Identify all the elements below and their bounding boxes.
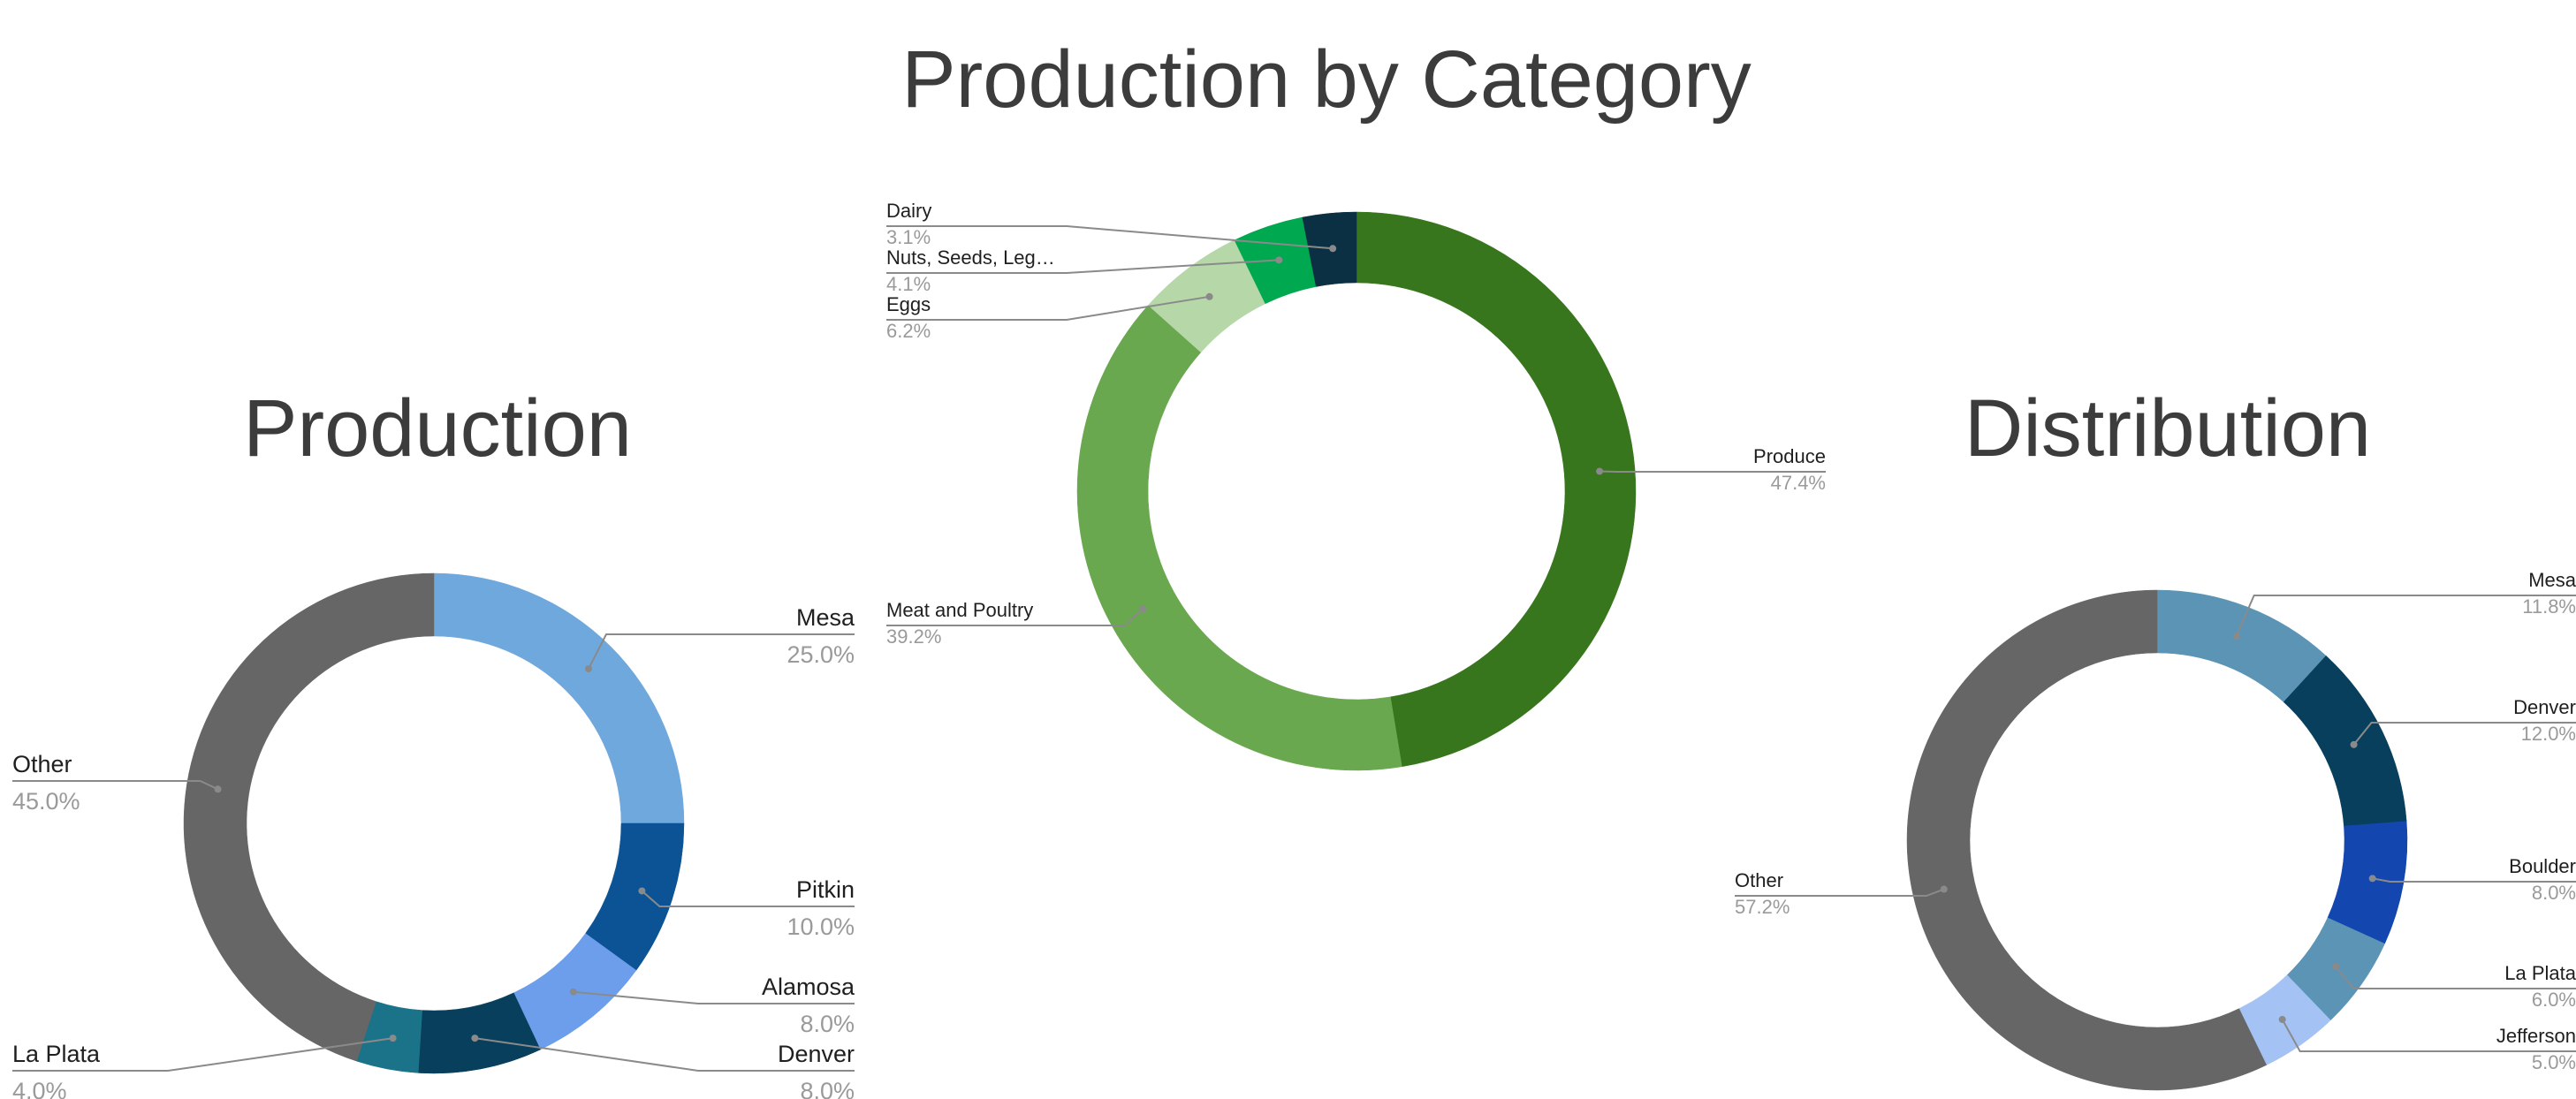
production-alamosa-leader-dot [569, 988, 577, 996]
category-nuts-seeds-leg-label: Nuts, Seeds, Leg… [886, 246, 1055, 269]
distribution-la-plata-leader-line [2335, 966, 2576, 989]
production-other-leader-dot [214, 785, 222, 793]
distribution-jefferson-percent-label: 5.0% [2532, 1051, 2576, 1073]
production-pitkin-leader-dot [638, 887, 646, 895]
category-nuts-seeds-leg-leader-dot [1275, 256, 1283, 264]
production-la-plata-leader-line [12, 1037, 393, 1072]
distribution-boulder-leader-line [2372, 877, 2576, 883]
distribution-denver-label: Denver [2513, 696, 2576, 718]
production-mesa-label: Mesa [796, 604, 855, 631]
distribution-chart-title: Distribution [1964, 383, 2372, 474]
distribution-mesa-leader-dot [2232, 633, 2240, 640]
distribution-mesa-label: Mesa [2528, 569, 2576, 591]
production-alamosa-label: Alamosa [762, 974, 855, 1000]
distribution-slice-other[interactable] [1906, 589, 2268, 1091]
production-la-plata-label: La Plata [12, 1041, 101, 1067]
production-denver-leader-dot [471, 1035, 479, 1042]
distribution-other-percent-label: 57.2% [1735, 896, 1790, 918]
production-mesa-percent-label: 25.0% [786, 641, 855, 668]
category-meat-and-poultry-leader-line [886, 608, 1144, 626]
distribution-denver-percent-label: 12.0% [2521, 723, 2576, 745]
category-nuts-seeds-leg-leader-line [886, 259, 1280, 274]
category-dairy-label: Dairy [886, 200, 931, 222]
distribution-mesa-percent-label: 11.8% [2522, 595, 2576, 618]
distribution-jefferson-leader-line [2281, 1019, 2576, 1052]
distribution-la-plata-percent-label: 6.0% [2532, 989, 2576, 1011]
production-pitkin-label: Pitkin [796, 876, 855, 903]
distribution-jefferson-leader-dot [2278, 1015, 2286, 1023]
category-meat-and-poultry-label: Meat and Poultry [886, 599, 1033, 621]
production-chart-title: Production [243, 383, 632, 474]
category-eggs-leader-dot [1205, 292, 1213, 300]
distribution-jefferson-label: Jefferson [2496, 1025, 2576, 1047]
category-dairy-leader-line [886, 225, 1334, 250]
production-other-percent-label: 45.0% [12, 788, 80, 815]
production-denver-percent-label: 8.0% [800, 1078, 855, 1099]
category-eggs-percent-label: 6.2% [886, 320, 931, 342]
production-la-plata-leader-dot [389, 1035, 397, 1042]
distribution-boulder-leader-dot [2368, 875, 2376, 883]
distribution-boulder-percent-label: 8.0% [2532, 882, 2576, 904]
production-denver-label: Denver [778, 1041, 855, 1067]
distribution-other-leader-dot [1940, 885, 1948, 893]
distribution-other-leader-line [1735, 888, 1945, 897]
category-meat-and-poultry-leader-dot [1139, 604, 1147, 612]
category-slice-meat-and-poultry[interactable] [1076, 305, 1402, 771]
production-other-leader-line [12, 780, 218, 791]
production-la-plata-percent-label: 4.0% [12, 1078, 67, 1099]
production-slice-other[interactable] [183, 572, 435, 1062]
production-mesa-leader-dot [585, 664, 593, 672]
distribution-denver-leader-dot [2350, 740, 2358, 748]
category-nuts-seeds-leg-percent-label: 4.1% [886, 273, 931, 295]
category-dairy-leader-dot [1329, 245, 1337, 253]
production-alamosa-percent-label: 8.0% [800, 1011, 855, 1037]
category-dairy-percent-label: 3.1% [886, 226, 931, 248]
production-denver-leader-line [475, 1037, 855, 1072]
category-meat-and-poultry-percent-label: 39.2% [886, 625, 941, 648]
category-eggs-label: Eggs [886, 293, 931, 315]
production-pitkin-leader-line [641, 890, 855, 907]
category-slice-produce[interactable] [1356, 211, 1637, 768]
production-mesa-leader-line [588, 633, 855, 670]
category-produce-leader-line [1600, 470, 1826, 473]
category-eggs-leader-line [886, 295, 1210, 321]
production-pitkin-percent-label: 10.0% [786, 913, 855, 940]
production-alamosa-leader-line [573, 990, 855, 1004]
distribution-la-plata-leader-dot [2332, 962, 2340, 970]
distribution-denver-leader-line [2352, 722, 2576, 746]
production-slice-mesa[interactable] [433, 572, 685, 824]
category-produce-percent-label: 47.4% [1771, 472, 1826, 494]
category-chart-title: Production by Category [901, 34, 1752, 125]
category-produce-leader-dot [1596, 467, 1604, 475]
distribution-boulder-label: Boulder [2509, 855, 2576, 877]
category-produce-label: Produce [1753, 445, 1826, 467]
distribution-la-plata-label: La Plata [2504, 962, 2576, 984]
distribution-mesa-leader-line [2235, 595, 2576, 637]
distribution-other-label: Other [1735, 869, 1783, 891]
production-other-label: Other [12, 751, 72, 777]
